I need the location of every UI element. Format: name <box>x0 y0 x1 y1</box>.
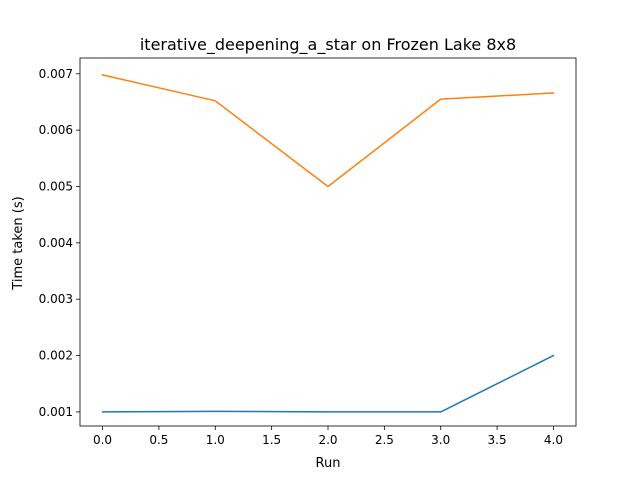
x-tick-label: 0.5 <box>149 433 168 447</box>
plot-area: 0.0 0.5 1.0 1.5 2.0 2.5 3.0 3.5 4.0 0.001 0.002 0.0… <box>39 57 577 447</box>
x-tick-label: 2.5 <box>375 433 394 447</box>
x-tick-label: 1.5 <box>262 433 281 447</box>
y-tick-label: 0.001 <box>39 405 73 419</box>
chart-title: iterative_deepening_a_star on Frozen Lak… <box>140 35 516 55</box>
x-axis-label: Run <box>316 456 341 471</box>
y-tick-label: 0.002 <box>39 349 73 363</box>
x-tick-label: 4.0 <box>544 433 563 447</box>
x-tick-label: 3.5 <box>488 433 507 447</box>
x-tick-label: 1.0 <box>206 433 225 447</box>
x-tick-label: 2.0 <box>318 433 337 447</box>
x-tick-label: 3.0 <box>431 433 450 447</box>
y-tick-label: 0.007 <box>39 67 73 81</box>
x-tick-label: 0.0 <box>93 433 112 447</box>
series-line-1 <box>101 354 555 413</box>
series-line-2 <box>101 74 555 188</box>
y-tick-label: 0.004 <box>39 236 73 250</box>
y-tick-label: 0.003 <box>39 292 73 306</box>
y-axis-label: Time taken (s) <box>11 196 26 290</box>
y-tick-label: 0.005 <box>39 179 73 193</box>
y-tick-label: 0.006 <box>39 123 73 137</box>
